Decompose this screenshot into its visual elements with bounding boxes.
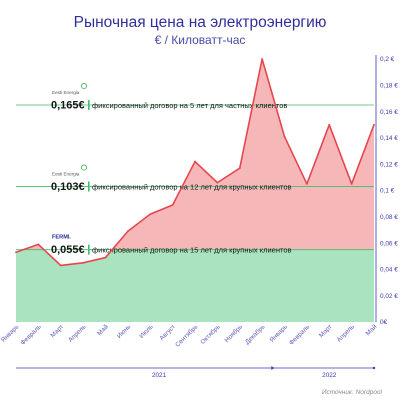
y-tick-label: 0,08 € xyxy=(380,214,398,221)
x-tick-label: Февраль xyxy=(288,323,312,347)
series-point xyxy=(82,261,85,264)
series-point xyxy=(59,264,62,267)
series-point xyxy=(261,58,264,60)
x-tick-label: Апрель xyxy=(67,323,88,344)
series-point xyxy=(350,183,353,185)
year-label: 2021 xyxy=(152,372,167,379)
x-tick-label: Февраль xyxy=(19,323,43,347)
x-tick-label: Июль xyxy=(138,323,155,340)
y-tick-label: 0,16 € xyxy=(380,109,398,116)
year-separator-icon xyxy=(271,366,275,370)
x-tick-label: Май xyxy=(95,322,110,337)
brand-logo-icon xyxy=(81,83,88,90)
x-tick-label: Октябрь xyxy=(199,322,223,346)
series-point xyxy=(37,243,40,246)
reference-divider xyxy=(88,244,90,255)
reference-description: фиксированный договор на 12 лет для круп… xyxy=(92,182,291,191)
series-point xyxy=(328,123,331,126)
reference-price: 0,165€ xyxy=(51,100,85,112)
chart-title: Рыночная цена на электроэнергию xyxy=(73,14,327,31)
reference-description: фиксированный договор на 15 лет для круп… xyxy=(92,245,291,254)
series-point xyxy=(216,181,219,184)
reference-brand: Eesti Energia xyxy=(52,90,80,95)
y-tick-label: 0,1 € xyxy=(380,188,395,195)
y-tick-label: 0,2 € xyxy=(380,56,395,63)
x-tick-label: Январь xyxy=(268,323,289,344)
chart-subtitle: € / Киловатт-час xyxy=(154,33,246,47)
y-tick-label: 0€ xyxy=(380,319,388,326)
x-tick-label: Декабрь xyxy=(243,322,267,346)
series-point xyxy=(194,160,196,163)
x-tick-label: Апрель xyxy=(336,323,357,344)
series-point xyxy=(104,256,107,259)
x-tick-label: Март xyxy=(49,323,65,339)
area-below-reference xyxy=(16,249,374,322)
series-point xyxy=(373,123,375,126)
x-tick-label: Июнь xyxy=(116,323,133,340)
series-point xyxy=(15,251,17,254)
x-tick-label: Ноябрь xyxy=(223,322,245,344)
source-note: Источник: Nordpool xyxy=(321,389,382,396)
reference-divider xyxy=(88,100,90,111)
y-tick-label: 0,06 € xyxy=(380,240,398,247)
reference-price: 0,103€ xyxy=(51,181,85,193)
y-tick-label: 0,04 € xyxy=(380,267,398,274)
x-tick-label: Май xyxy=(364,322,379,337)
y-tick-label: 0,12 € xyxy=(380,161,398,168)
series-point xyxy=(171,204,174,206)
x-tick-label: Сентябрь xyxy=(174,322,200,348)
y-tick-label: 0,18 € xyxy=(380,83,398,90)
reference-description: фиксированный договор на 5 лет для частн… xyxy=(92,101,287,110)
reference-price: 0,055€ xyxy=(51,244,85,256)
year-axis-end xyxy=(372,366,376,370)
brand-logo-icon xyxy=(81,164,88,171)
area-above-reference xyxy=(16,59,374,250)
y-tick-label: 0,02 € xyxy=(380,293,398,300)
x-tick-label: Март xyxy=(318,323,334,339)
year-label: 2022 xyxy=(322,372,337,379)
series-point xyxy=(305,183,308,185)
reference-brand: FERMI. xyxy=(52,235,71,241)
reference-brand: Eesti Energia xyxy=(52,172,80,177)
series-point xyxy=(149,213,152,216)
series-point xyxy=(238,167,241,170)
x-tick-label: Январь xyxy=(0,323,21,344)
reference-divider xyxy=(88,181,90,192)
series-point xyxy=(283,135,286,138)
y-tick-label: 0,14 € xyxy=(380,135,398,142)
x-tick-label: Август xyxy=(158,323,177,342)
series-point xyxy=(126,230,129,233)
